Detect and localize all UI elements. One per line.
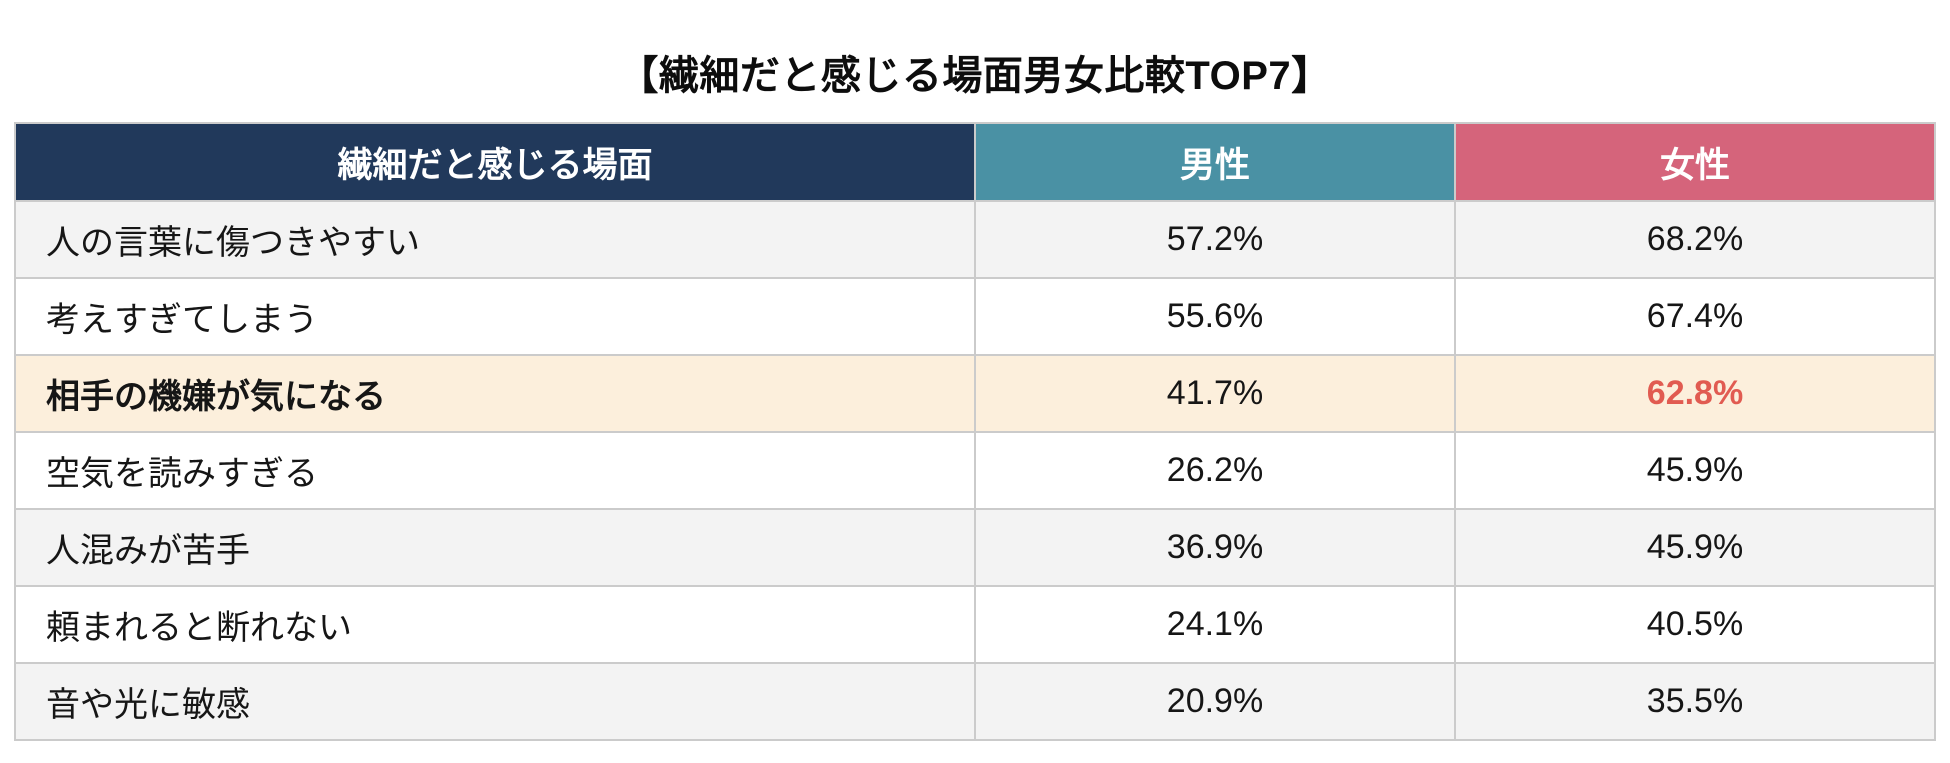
female-value-cell: 62.8% (1454, 354, 1936, 433)
category-cell: 人混みが苦手 (14, 508, 976, 587)
male-value-cell: 57.2% (974, 200, 1456, 279)
category-cell: 相手の機嫌が気になる (14, 354, 976, 433)
table-row-highlighted: 相手の機嫌が気になる 41.7% 62.8% (14, 354, 1936, 433)
category-cell: 考えすぎてしまう (14, 277, 976, 356)
male-value-cell: 26.2% (974, 431, 1456, 510)
male-value-cell: 41.7% (974, 354, 1456, 433)
column-header-female: 女性 (1454, 122, 1936, 202)
table-row: 人の言葉に傷つきやすい 57.2% 68.2% (14, 200, 1936, 279)
female-value-cell: 67.4% (1454, 277, 1936, 356)
table-row: 考えすぎてしまう 55.6% 67.4% (14, 277, 1936, 356)
table-row: 頼まれると断れない 24.1% 40.5% (14, 585, 1936, 664)
category-cell: 空気を読みすぎる (14, 431, 976, 510)
header-row: 繊細だと感じる場面 男性 女性 (14, 122, 1936, 202)
column-header-male: 男性 (974, 122, 1456, 202)
male-value-cell: 36.9% (974, 508, 1456, 587)
gender-comparison-table: 繊細だと感じる場面 男性 女性 人の言葉に傷つきやすい 57.2% 68.2% … (14, 122, 1936, 741)
female-value-cell: 40.5% (1454, 585, 1936, 664)
category-cell: 人の言葉に傷つきやすい (14, 200, 976, 279)
male-value-cell: 55.6% (974, 277, 1456, 356)
column-header-category: 繊細だと感じる場面 (14, 122, 976, 202)
female-value-cell: 68.2% (1454, 200, 1936, 279)
male-value-cell: 24.1% (974, 585, 1456, 664)
table-row: 音や光に敏感 20.9% 35.5% (14, 662, 1936, 741)
category-cell: 頼まれると断れない (14, 585, 976, 664)
table-row: 空気を読みすぎる 26.2% 45.9% (14, 431, 1936, 510)
page-title: 【繊細だと感じる場面男女比較TOP7】 (618, 54, 1332, 98)
table-row: 人混みが苦手 36.9% 45.9% (14, 508, 1936, 587)
category-cell: 音や光に敏感 (14, 662, 976, 741)
male-value-cell: 20.9% (974, 662, 1456, 741)
female-value-cell: 45.9% (1454, 431, 1936, 510)
female-value-cell: 45.9% (1454, 508, 1936, 587)
female-value-cell: 35.5% (1454, 662, 1936, 741)
